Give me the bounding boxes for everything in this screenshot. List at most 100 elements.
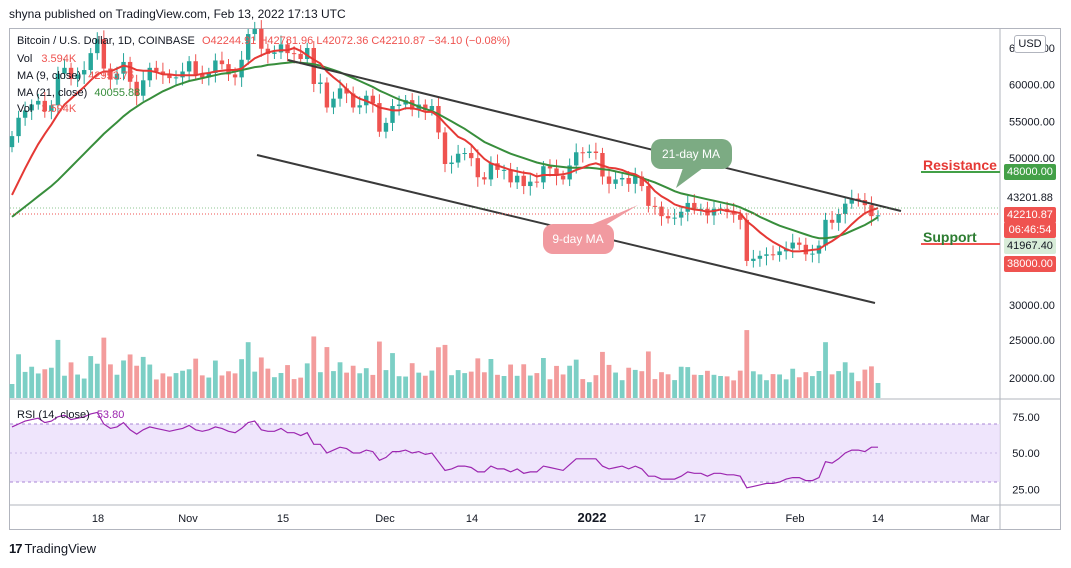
ohlc-values: O42244.91 H42781.96 L42072.36 C42210.87 … [201, 35, 511, 47]
volume-bar [803, 372, 809, 398]
volume-bar [121, 360, 126, 398]
candle-body [508, 169, 513, 183]
volume-bar [770, 374, 776, 398]
volume-bar [180, 370, 185, 398]
volume-bar [245, 342, 251, 398]
volume-bar [809, 376, 815, 398]
volume-bar [842, 362, 848, 398]
vol-label: Vol [17, 53, 33, 65]
candle-body [337, 88, 343, 99]
volume-bar [586, 382, 592, 398]
ma21-value: 40055.88 [94, 87, 141, 99]
candle-body [462, 153, 467, 155]
volume-bar [167, 376, 172, 398]
volume-bar [409, 363, 415, 398]
volume-bar [855, 381, 861, 398]
candle-body [652, 205, 658, 207]
rsi-line [11, 411, 878, 489]
candle-body [324, 82, 330, 108]
volume-bar [390, 353, 395, 398]
ma9-label: MA (9, close) [17, 70, 82, 82]
volume-bar [206, 377, 212, 398]
legend-vol-row: Vol 3.594K [17, 52, 76, 66]
resistance-label: Resistance [923, 157, 997, 173]
volume-bar [501, 376, 507, 398]
ma9-callout-text: 9-day MA [552, 232, 603, 246]
volume-bar [475, 358, 481, 398]
candle-body [108, 68, 113, 80]
candle-body [232, 74, 238, 78]
volume-bar [42, 369, 48, 398]
candle-body [75, 74, 80, 79]
candle-body [560, 175, 566, 180]
candle-body [219, 60, 225, 65]
candle-body [134, 81, 139, 96]
y-tick-label: 60000.00 [1009, 80, 1055, 92]
rsi-tick-label: 25.00 [1012, 484, 1040, 496]
volume-bar [724, 376, 730, 398]
volume-bar [468, 371, 474, 398]
candle-body [803, 244, 809, 255]
volume-bar [186, 369, 192, 398]
volume-bar [449, 375, 454, 398]
volume-bars [9, 330, 881, 398]
candle-body [377, 103, 382, 132]
candle-body [777, 251, 782, 256]
candle-body [305, 48, 310, 60]
candle-body [849, 198, 854, 204]
candle-body [22, 110, 28, 118]
candle-body [692, 202, 697, 209]
candle-body [173, 77, 179, 79]
last-price-tag: 42210.87 [1004, 207, 1056, 223]
candle-body [278, 44, 284, 53]
volume-bar [718, 376, 723, 398]
candle-body [574, 152, 579, 166]
volume-bar [429, 370, 435, 398]
volume-bar [147, 364, 153, 398]
candle-body [836, 213, 841, 223]
rsi-label: RSI (14, close) [17, 409, 90, 421]
candle-body [738, 214, 743, 220]
rsi-tick-label: 75.00 [1012, 412, 1040, 424]
currency-button[interactable]: USD [1014, 35, 1046, 53]
candle-body [613, 179, 618, 184]
ma9-callout: 9-day MA [543, 205, 638, 254]
candle-body [62, 67, 67, 74]
x-axis: 18 Nov 15 Dec 14 2022 17 Feb 14 Mar [92, 510, 990, 525]
volume-bar [9, 384, 15, 398]
volume-bar [698, 375, 704, 398]
volume-bar [62, 375, 67, 398]
candle-body [829, 219, 835, 223]
volume-bar [639, 371, 645, 398]
candle-body [291, 53, 297, 55]
legend-ma21-row: MA (21, close) 40055.88 [17, 86, 140, 100]
candle-body [68, 67, 74, 79]
candle-body [455, 153, 461, 163]
candle-body [442, 132, 448, 165]
volume-bar [514, 375, 520, 398]
candle-body [429, 106, 435, 111]
candle-body [475, 158, 481, 178]
candle-body [344, 88, 349, 94]
candle-body [711, 208, 717, 216]
volume-bar [403, 376, 409, 398]
volume-bar [495, 374, 500, 398]
footer: 17 TradingView [9, 541, 96, 556]
volume-bar [731, 380, 737, 398]
volume-bar [527, 375, 533, 398]
candle-body [390, 106, 395, 123]
candle-body [370, 95, 376, 104]
y-tick-label: 25000.00 [1009, 335, 1055, 347]
chart-frame[interactable] [9, 28, 1061, 530]
candle-body [285, 44, 290, 54]
x-tick-label: 17 [694, 513, 706, 525]
volume-bar [567, 365, 573, 398]
x-tick-label: 14 [466, 513, 478, 525]
volume-bar [226, 371, 231, 398]
candle-body [121, 61, 126, 74]
volume-bar [258, 357, 264, 398]
volume-bar [357, 373, 363, 398]
volume-bar [560, 374, 566, 398]
volume-bar [304, 363, 310, 398]
